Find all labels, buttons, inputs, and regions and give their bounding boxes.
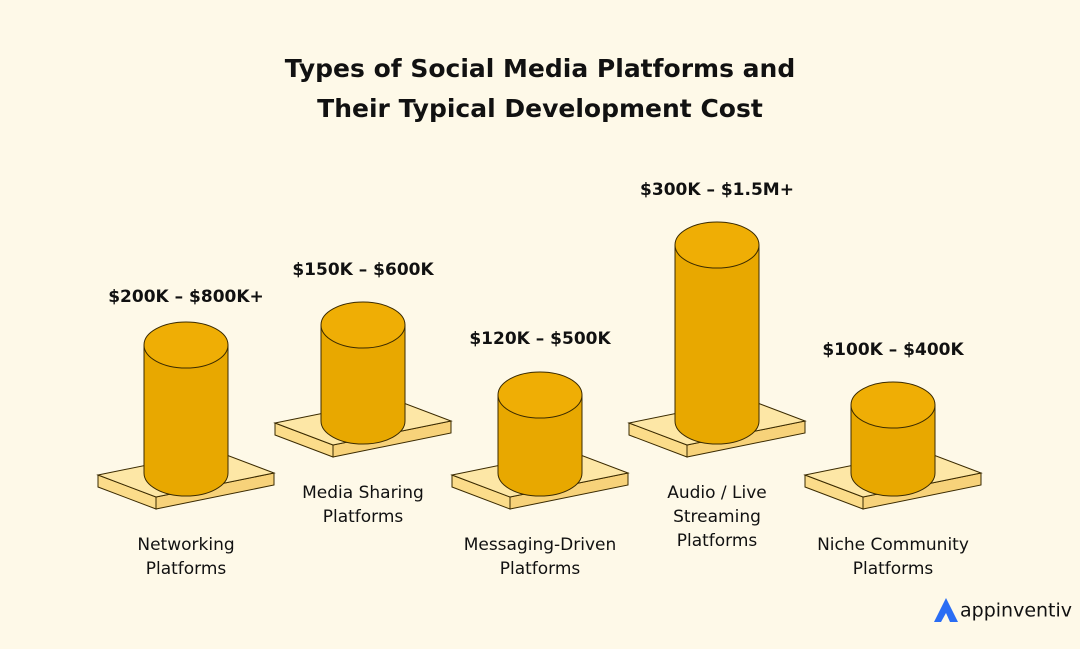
title-line: Types of Social Media Platforms and	[285, 54, 795, 83]
cylinder-top	[320, 301, 406, 349]
platform-item: $120K – $500K Messaging-Driven Platforms	[450, 329, 630, 579]
platform-item: $150K – $600K Media Sharing Platforms	[273, 260, 453, 527]
platform-label: Messaging-Driven	[464, 535, 617, 555]
platform-label: Platforms	[323, 507, 404, 527]
cylinder-body	[320, 324, 406, 445]
cost-label: $150K – $600K	[292, 260, 434, 280]
platform-label: Platforms	[500, 559, 581, 579]
cylinder-body	[674, 244, 760, 445]
cylinder-body	[850, 404, 936, 497]
cylinder-top	[143, 321, 229, 369]
platform-item: $300K – $1.5M+ Audio / Live Streaming Platf…	[627, 180, 807, 551]
cylinder-body	[143, 344, 229, 497]
cost-label: $100K – $400K	[822, 340, 964, 360]
platform-label: Streaming	[673, 507, 761, 527]
platform-label: Platforms	[853, 559, 934, 579]
cost-label: $300K – $1.5M+	[640, 180, 794, 200]
platform-item: $100K – $400K Niche Community Platforms	[803, 340, 983, 579]
platform-label: Networking	[137, 535, 234, 555]
title-line: Their Typical Development Cost	[317, 94, 763, 123]
platform-label: Media Sharing	[302, 483, 424, 503]
platform-label: Niche Community	[817, 535, 969, 555]
platform-item: $200K – $800K+ Networking Platforms	[96, 287, 276, 579]
cylinder-top	[674, 221, 760, 269]
cylinder-top	[497, 371, 583, 419]
cylinder-top	[850, 381, 936, 429]
cost-label: $200K – $800K+	[108, 287, 264, 307]
logo-text: appinventiv	[960, 600, 1072, 622]
logo: appinventiv	[934, 598, 1072, 622]
cost-label: $120K – $500K	[469, 329, 611, 349]
platform-label: Audio / Live	[667, 483, 767, 503]
platform-label: Platforms	[677, 531, 758, 551]
cylinder-body	[497, 394, 583, 497]
logo-icon	[934, 598, 958, 622]
platform-label: Platforms	[146, 559, 227, 579]
